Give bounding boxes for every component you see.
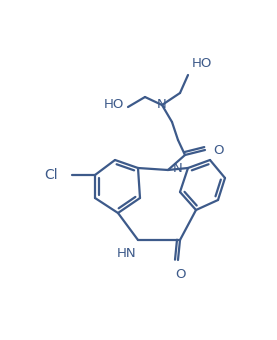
Text: N: N: [173, 162, 183, 174]
Text: Cl: Cl: [44, 168, 58, 182]
Text: HN: HN: [116, 247, 136, 260]
Text: O: O: [175, 268, 185, 281]
Text: HO: HO: [104, 99, 124, 112]
Text: N: N: [157, 99, 167, 112]
Text: HO: HO: [192, 57, 212, 70]
Text: O: O: [213, 143, 224, 156]
